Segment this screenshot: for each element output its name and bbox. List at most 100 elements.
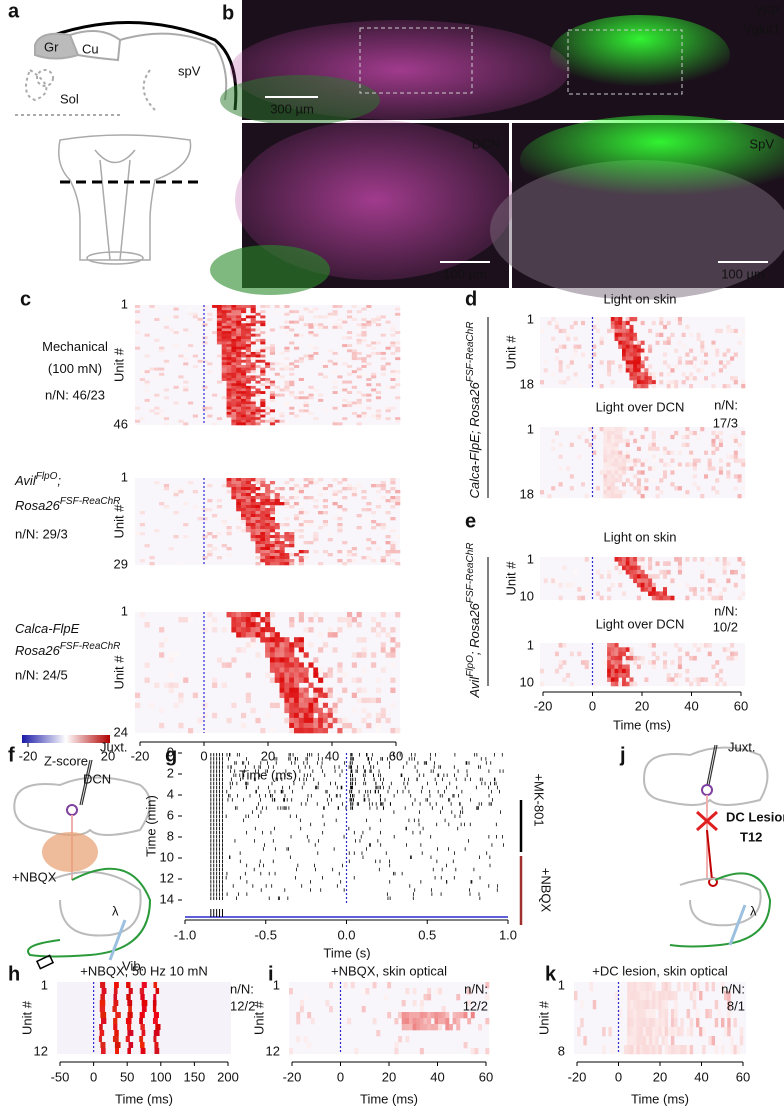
heatmap-cell (135, 406, 141, 410)
heatmap-cell (651, 664, 656, 670)
heatmap-cell (231, 406, 237, 410)
unit-label: 1 (527, 311, 534, 326)
heatmap-cell (269, 642, 276, 648)
heatmap-cell (308, 481, 314, 485)
heatmap-cell (274, 677, 280, 683)
heatmap-cell (581, 660, 586, 665)
heatmap-cell (241, 511, 247, 515)
heatmap-cell (255, 535, 261, 539)
heatmap-cell (625, 336, 630, 341)
heatmap-cell (298, 677, 304, 683)
heatmap-cell (629, 557, 634, 562)
heatmap-cell (294, 310, 300, 314)
heatmap-cell (241, 422, 247, 426)
heatmap-cell (216, 338, 223, 342)
heatmap-cell (274, 490, 280, 494)
heatmap-cell (231, 365, 237, 368)
heatmap-cell (356, 652, 362, 658)
heatmap-cell (361, 717, 367, 724)
heatmap-cell (269, 396, 276, 400)
heatmap-cell (655, 574, 660, 579)
heatmap-cell (236, 505, 242, 509)
heatmap-cell (245, 508, 251, 512)
heatmap (540, 557, 746, 601)
heatmap-cell (155, 1024, 161, 1030)
heatmap-cell (610, 643, 615, 648)
heatmap-cell (298, 712, 304, 719)
heatmap-cell (569, 486, 574, 491)
heatmap-cell (226, 517, 232, 521)
heatmap-cell (636, 982, 640, 992)
heatmap-cell (737, 494, 742, 499)
heatmap-cell (289, 988, 293, 995)
heatmap-cell (265, 553, 271, 557)
heatmap-cell (629, 482, 634, 487)
heatmap-cell (226, 370, 232, 374)
heatmap-cell (279, 388, 285, 392)
n-count: n/N: (714, 397, 738, 412)
heatmap-cell (558, 664, 563, 670)
condition-label: AvilFlpO; (14, 471, 61, 488)
heatmap-cell (265, 380, 271, 384)
heatmap-cell (139, 532, 145, 536)
heatmap-cell (318, 677, 324, 683)
unit-label: 1 (121, 469, 128, 484)
heatmap-cell (614, 317, 619, 322)
heatmap-cell (255, 544, 261, 548)
heatmap-cell (202, 517, 208, 521)
heatmap-cell (692, 655, 697, 661)
heatmap-cell (245, 419, 251, 423)
heatmap-cell (173, 344, 179, 348)
heatmap-cell (284, 365, 290, 368)
heatmap-cell (618, 474, 623, 479)
heatmap-cell (260, 493, 266, 497)
heatmap-cell (625, 442, 630, 448)
unit-label: 12 (266, 1043, 280, 1058)
heatmap-cell (269, 393, 276, 397)
heatmap-cell (699, 991, 703, 1001)
heatmap-cell (332, 422, 338, 426)
heatmap-cell (289, 487, 295, 491)
heatmap-cell (322, 672, 329, 678)
heatmap-cell (629, 317, 634, 322)
heatmap-cell (554, 348, 559, 353)
heatmap-cell (298, 717, 304, 724)
heatmap-cell (265, 647, 271, 653)
heatmap-cell (284, 637, 290, 643)
heatmap-cell (625, 668, 630, 674)
heatmap-cell (722, 569, 727, 575)
heatmap-cell (636, 557, 641, 562)
heatmap-cell (231, 411, 237, 415)
heatmap-cell (250, 323, 256, 327)
heatmap-cell (342, 562, 348, 566)
heatmap-cell (648, 557, 653, 562)
heatmap-cell (284, 682, 290, 688)
heatmap-cell (573, 352, 578, 357)
heatmap-cell (269, 652, 276, 658)
heatmap-cell (236, 359, 242, 363)
heatmap-cell (212, 331, 218, 334)
heatmap-cell (153, 1012, 159, 1018)
heatmap-cell (390, 702, 396, 709)
heatmap-cell (231, 496, 237, 500)
heatmap-cell (135, 305, 141, 308)
heatmap-cell (380, 712, 386, 719)
heatmap-cell (696, 434, 701, 440)
heatmap-cell (113, 988, 118, 994)
heatmap-cell (245, 320, 251, 324)
heatmap-cell (139, 370, 145, 374)
heatmap-cell (245, 514, 251, 518)
heatmap-cell (289, 541, 295, 545)
heatmap-cell (260, 359, 266, 363)
heatmap-cell (677, 462, 682, 467)
heatmap-cell (265, 490, 271, 494)
text-part: Rosa26 (15, 498, 61, 513)
heatmap-cell (318, 526, 324, 530)
heatmap-cell (231, 333, 237, 337)
heatmap-cell (663, 352, 668, 357)
heatmap-cell (265, 484, 271, 488)
inset-label: SpV (749, 136, 774, 151)
heatmap-cell (127, 1012, 133, 1018)
heatmap-cell (231, 383, 237, 387)
heatmap-cell (144, 333, 150, 337)
